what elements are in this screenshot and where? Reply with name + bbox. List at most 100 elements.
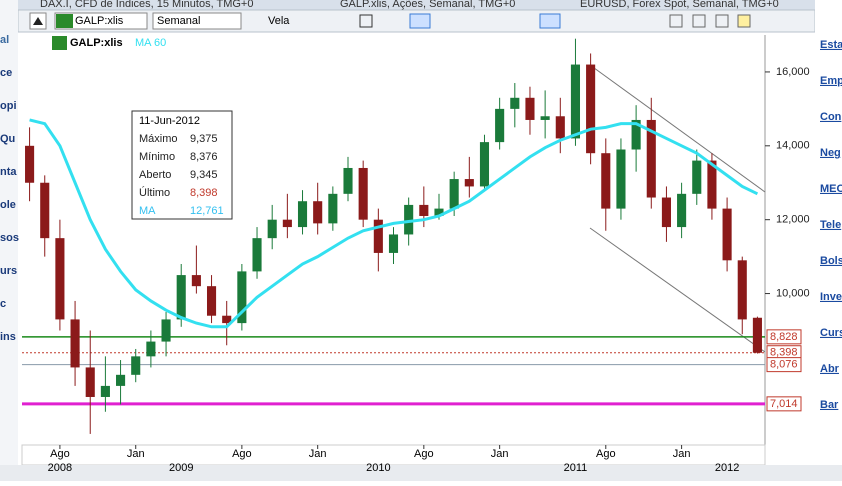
x-tick-label: Ago <box>232 448 252 460</box>
period-select[interactable] <box>152 12 242 30</box>
legend-ma[interactable]: MA 60 <box>135 37 166 49</box>
x-tick-label: Ago <box>50 448 70 460</box>
candle-body <box>388 234 399 253</box>
year-label: 2010 <box>366 462 390 474</box>
eq-icon <box>52 36 67 50</box>
year-label: 2012 <box>715 462 739 474</box>
candle-body <box>328 193 338 224</box>
candle-body <box>176 275 186 320</box>
news-text: Neg <box>820 147 841 159</box>
candle-body <box>313 201 323 224</box>
x-tick-label: Ago <box>414 448 434 460</box>
tab-label: EURUSD, Forex Spot, Semanal, TMG+0 <box>580 0 779 10</box>
candle-body <box>510 97 520 109</box>
level-label: 7,014 <box>770 398 798 410</box>
candle-body <box>252 238 262 272</box>
candle-body <box>206 286 217 316</box>
candle-body <box>555 116 565 139</box>
news-text: Curs <box>820 327 842 339</box>
candle-body <box>601 153 611 209</box>
news-text: Con <box>820 111 842 123</box>
news-text: Bar <box>820 399 839 411</box>
icon[interactable] <box>692 14 706 28</box>
side-text: c <box>0 298 6 310</box>
level-box <box>766 396 802 412</box>
style-text[interactable]: Vela <box>268 15 290 27</box>
candle-body <box>692 160 702 194</box>
y-tick-label: 14,000 <box>776 140 810 152</box>
x-tick-label: Ago <box>596 448 616 460</box>
icon[interactable] <box>409 13 431 29</box>
tooltip-key: Mínimo <box>139 151 175 163</box>
side-text: Qu <box>0 133 15 145</box>
candle-body <box>646 119 656 198</box>
tooltip-value: 9,345 <box>190 169 218 181</box>
icon[interactable] <box>737 14 751 28</box>
legend-symbol[interactable]: GALP:xlis <box>70 37 123 49</box>
candle-body <box>282 219 292 228</box>
tooltip-key: Aberto <box>139 169 171 181</box>
year-label: 2008 <box>48 462 72 474</box>
candle-body <box>161 319 171 342</box>
y-tick-label: 16,000 <box>776 66 810 78</box>
candle-body <box>434 208 444 216</box>
news-text: Inve <box>820 291 842 303</box>
toolbar-icons[interactable] <box>359 13 751 29</box>
trend-line <box>589 227 766 353</box>
candle-body <box>449 179 459 209</box>
side-text: ins <box>0 331 16 343</box>
tooltip-date: 11-Jun-2012 <box>139 115 200 127</box>
x-tick-label: Jan <box>491 448 509 460</box>
year-label: 2009 <box>169 462 193 474</box>
candle-body <box>297 201 308 228</box>
candle-body <box>540 116 550 120</box>
news-text: Abr <box>820 363 840 375</box>
side-text: nta <box>0 166 17 178</box>
symbol-text: GALP:xlis <box>75 15 124 27</box>
side-text: urs <box>0 265 17 277</box>
news-text: MEO <box>820 183 842 195</box>
side-text: opi <box>0 100 17 112</box>
candle-body <box>100 385 110 397</box>
level-label: 8,076 <box>770 359 798 371</box>
tooltip-key: MA <box>139 205 156 217</box>
level-box <box>766 357 802 373</box>
icon[interactable] <box>715 14 729 28</box>
candle-body <box>358 167 368 220</box>
right-panel <box>815 0 842 481</box>
x-tick-label: Jan <box>673 448 691 460</box>
x-tick-label: Jan <box>309 448 327 460</box>
candle-body <box>131 356 141 375</box>
candle-body <box>237 271 247 324</box>
candle-body <box>419 204 429 216</box>
period-text: Semanal <box>157 15 200 27</box>
tab-strip <box>18 0 815 10</box>
trend-line <box>589 64 766 193</box>
news-text: Tele <box>820 219 841 231</box>
tooltip: 11-Jun-2012 Máximo 9,375 Mínimo 8,376 Aberto… <box>131 110 233 220</box>
icon[interactable] <box>539 13 561 29</box>
candle-body <box>146 341 156 357</box>
ma-line <box>29 118 759 329</box>
symbol-input[interactable] <box>54 12 148 30</box>
candle-body <box>707 160 717 209</box>
level-box <box>766 329 802 345</box>
candle-body <box>631 119 641 150</box>
candle-body <box>495 108 505 143</box>
tooltip-key: Máximo <box>139 133 178 145</box>
x-tick-label: Jan <box>127 448 145 460</box>
tooltip-box <box>131 110 233 220</box>
candle-body <box>373 219 383 253</box>
tab-label: GALP.xlis, Ações, Semanal, TMG+0 <box>340 0 515 10</box>
candle-body <box>191 275 201 287</box>
icon[interactable] <box>359 14 373 28</box>
side-text: ce <box>0 67 12 79</box>
candle-body <box>616 149 626 209</box>
left-panel <box>0 0 18 481</box>
news-text: Bols <box>820 255 842 267</box>
status-bar <box>0 465 842 481</box>
level-label: 8,828 <box>770 331 798 343</box>
icon[interactable] <box>669 14 683 28</box>
news-text: Esta <box>820 39 842 51</box>
